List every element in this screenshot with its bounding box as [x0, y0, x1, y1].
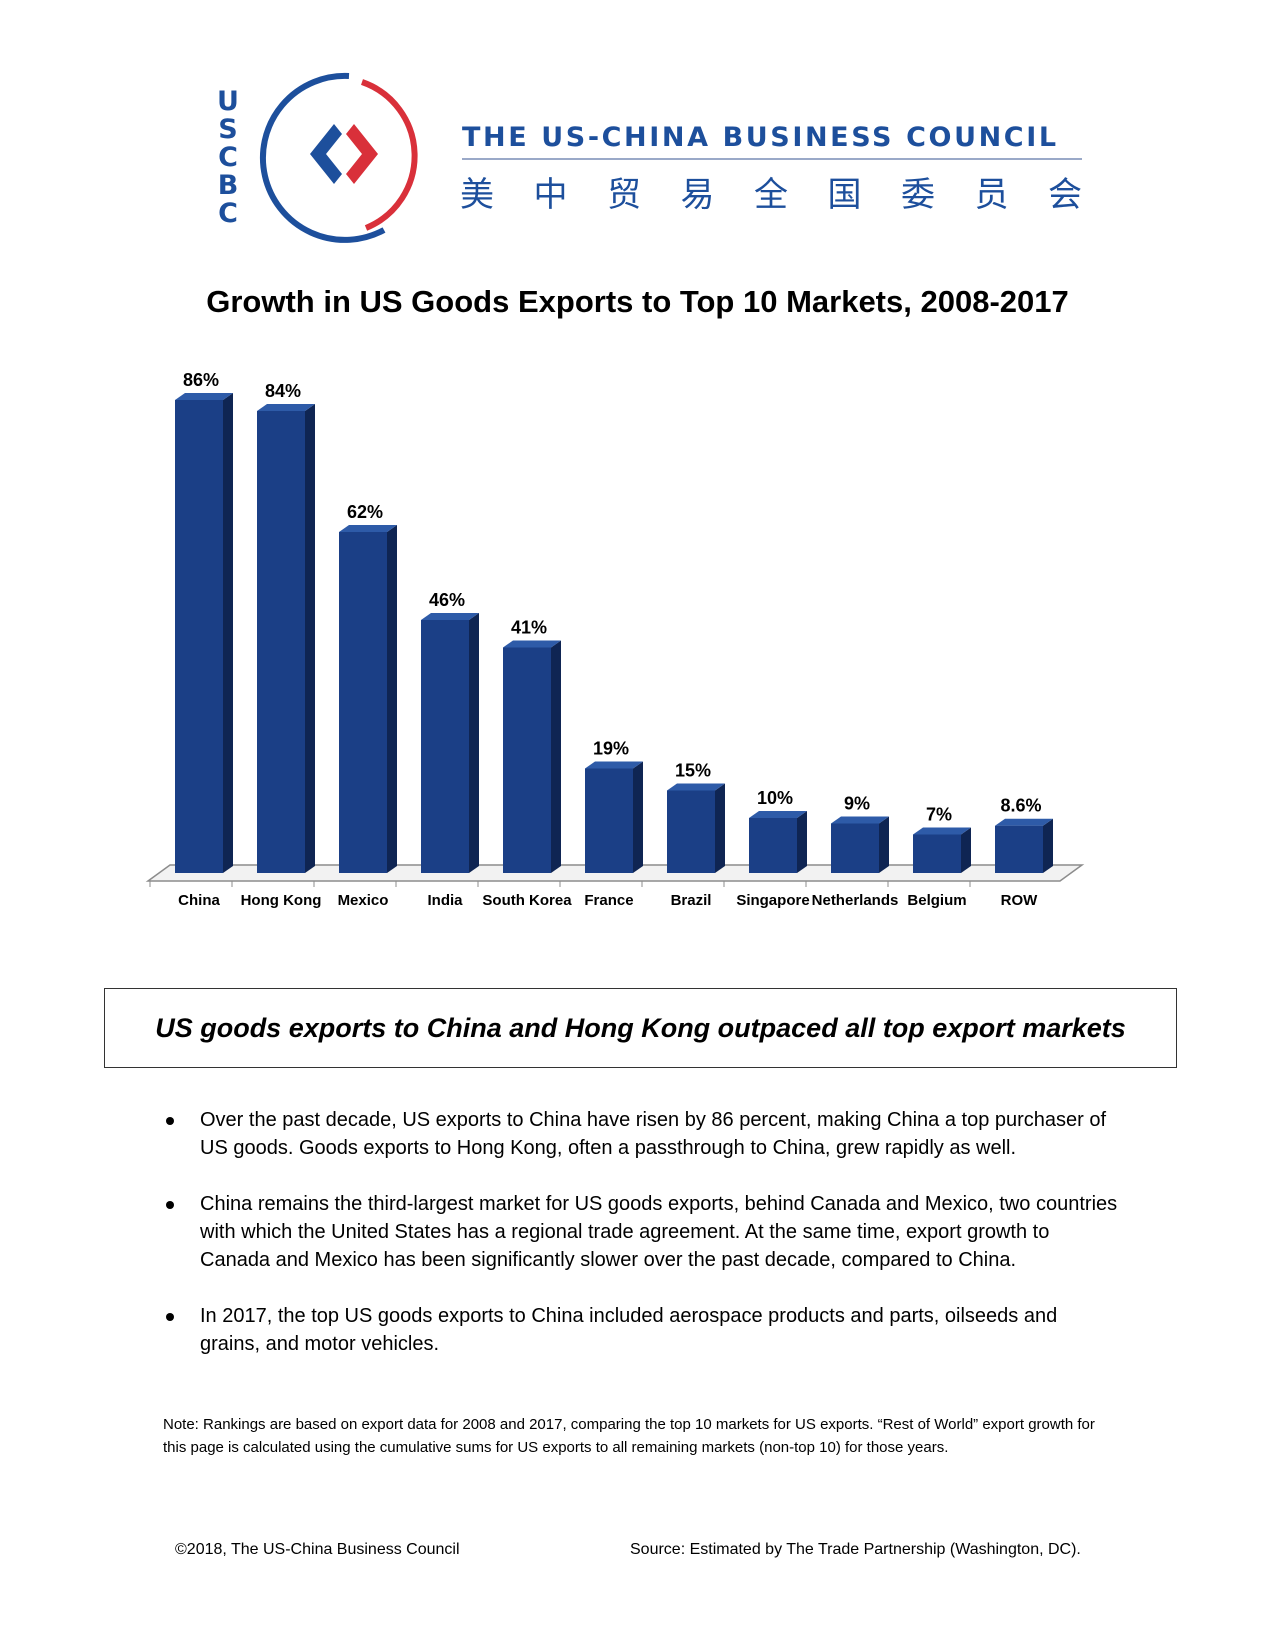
bar-top	[667, 783, 725, 791]
bar-top	[831, 816, 889, 824]
bullet-text: In 2017, the top US goods exports to Chi…	[200, 1305, 1058, 1355]
bar-top	[913, 827, 971, 835]
bar	[339, 532, 387, 873]
org-cn-char: 贸	[607, 175, 641, 215]
callout-text: US goods exports to China and Hong Kong …	[155, 1012, 1126, 1043]
tick-label: Hong Kong	[241, 892, 322, 909]
bar-top	[749, 811, 807, 818]
bar	[667, 790, 715, 873]
bar-side	[879, 816, 889, 873]
bar-side	[387, 525, 397, 873]
bullet-icon	[166, 1201, 174, 1209]
callout-box: US goods exports to China and Hong Kong …	[104, 988, 1177, 1068]
source-credit: Source: Estimated by The Trade Partnersh…	[630, 1541, 1081, 1558]
logo-letter: B	[217, 170, 239, 201]
bar	[257, 411, 305, 873]
bar-side	[715, 783, 725, 873]
org-name-divider	[462, 158, 1082, 160]
tick-label: South Korea	[482, 892, 572, 909]
data-label: 7%	[926, 805, 952, 825]
bar	[421, 620, 469, 873]
data-label: 9%	[844, 794, 870, 814]
data-label: 15%	[675, 761, 711, 781]
bar-side	[469, 613, 479, 873]
bar-side	[633, 761, 643, 873]
tick-label: China	[178, 892, 220, 909]
bar-side	[551, 640, 561, 873]
bar	[995, 825, 1043, 873]
list-item: In 2017, the top US goods exports to Chi…	[160, 1302, 1120, 1358]
data-label: 10%	[757, 788, 793, 808]
data-label: 19%	[593, 739, 629, 759]
bar	[913, 834, 961, 873]
logo-letter: U	[217, 86, 239, 117]
bar-side	[1043, 818, 1053, 873]
copyright: ©2018, The US-China Business Council	[175, 1541, 460, 1558]
org-cn-char: 委	[901, 175, 935, 215]
data-label: 62%	[347, 502, 383, 522]
logo-letter: C	[218, 198, 238, 229]
tick-label: France	[584, 892, 633, 909]
bar-top	[421, 613, 479, 620]
bar	[831, 823, 879, 873]
logo-vertical-letters: U S C B C	[213, 88, 243, 228]
org-cn-char: 员	[974, 175, 1009, 215]
org-cn-char: 会	[1048, 175, 1082, 215]
bullet-icon	[166, 1117, 174, 1125]
bar-side	[223, 393, 233, 873]
bar-top	[503, 640, 561, 648]
tick-label: Brazil	[671, 892, 712, 909]
bar-side	[797, 811, 807, 873]
org-name-english: THE US-CHINA BUSINESS COUNCIL	[462, 122, 1059, 153]
chart-title: Growth in US Goods Exports to Top 10 Mar…	[206, 284, 1069, 319]
tick-label: Singapore	[736, 892, 809, 909]
bullet-text: Over the past decade, US exports to Chin…	[200, 1109, 1107, 1159]
org-cn-char: 易	[680, 175, 715, 215]
bar	[503, 647, 551, 873]
bar	[585, 768, 633, 873]
data-label: 46%	[429, 590, 465, 610]
logo-letter: S	[218, 114, 238, 145]
list-item: China remains the third-largest market f…	[160, 1190, 1120, 1274]
bar	[175, 400, 223, 873]
list-item: Over the past decade, US exports to Chin…	[160, 1106, 1120, 1162]
logo-emblem-icon	[259, 72, 418, 243]
bar	[749, 818, 797, 873]
org-cn-char: 全	[754, 175, 788, 215]
org-cn-char: 中	[533, 175, 568, 215]
bar-top	[175, 393, 233, 400]
org-name-chinese: 美 中 贸 易 全 国 委 员 会	[460, 167, 1082, 216]
org-cn-char: 国	[827, 175, 862, 215]
tick-label: Netherlands	[812, 892, 899, 909]
tick-label: ROW	[1001, 892, 1039, 909]
logo-letter: C	[218, 142, 238, 173]
bar-top	[995, 818, 1053, 826]
data-label: 41%	[511, 618, 547, 638]
bar-top	[585, 761, 643, 769]
data-label: 84%	[265, 381, 301, 401]
bullet-list: Over the past decade, US exports to Chin…	[160, 1106, 1120, 1386]
bar-side	[961, 827, 971, 873]
tick-label: Mexico	[338, 892, 389, 909]
footnote: Note: Rankings are based on export data …	[163, 1416, 1095, 1456]
bar-top	[339, 525, 397, 532]
bar-top	[257, 404, 315, 411]
org-cn-char: 美	[460, 175, 494, 215]
data-label: 8.6%	[1000, 796, 1041, 816]
tick-label: Belgium	[907, 892, 966, 909]
bullet-icon	[166, 1313, 174, 1321]
bar-chart: 86% China 84% Hong Kong 62% Mexico 46% India 41%…	[145, 370, 1085, 909]
data-label: 86%	[183, 370, 219, 390]
tick-label: India	[427, 892, 463, 909]
bullet-text: China remains the third-largest market f…	[200, 1193, 1118, 1271]
bar-side	[305, 404, 315, 873]
